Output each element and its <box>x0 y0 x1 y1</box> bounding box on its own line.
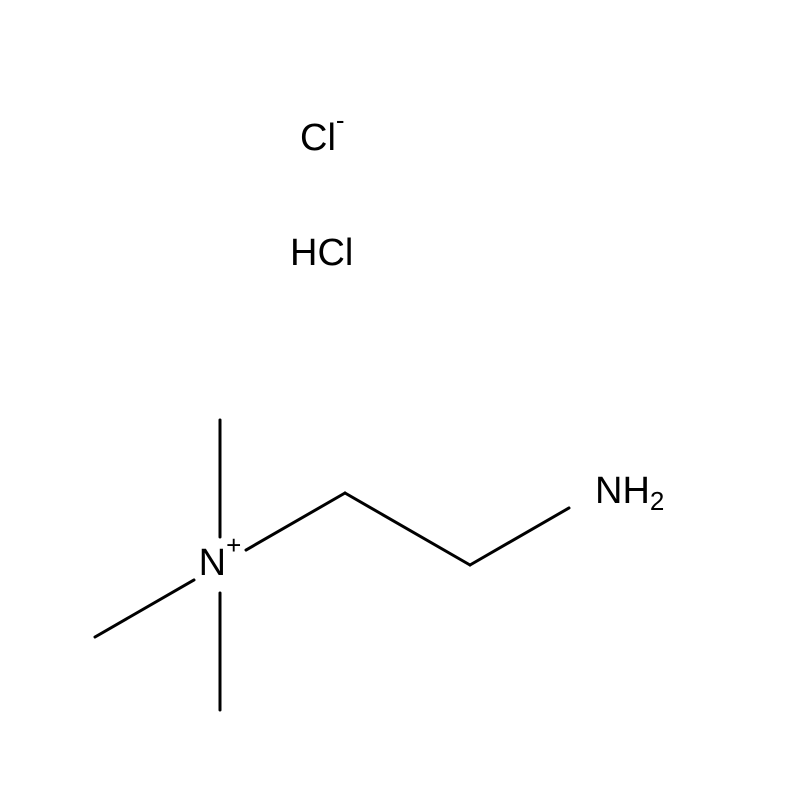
bond <box>95 580 194 637</box>
bond <box>345 493 470 565</box>
atom-label-nh2: NH2 <box>595 470 664 516</box>
bond <box>470 508 569 565</box>
bond <box>246 493 345 550</box>
counter-ion-label-1: HCl <box>290 232 353 274</box>
svg-text:NH2: NH2 <box>595 470 664 516</box>
chemical-structure: N+NH2Cl-HCl <box>0 0 800 800</box>
counter-ion-label-0: Cl- <box>300 105 345 159</box>
